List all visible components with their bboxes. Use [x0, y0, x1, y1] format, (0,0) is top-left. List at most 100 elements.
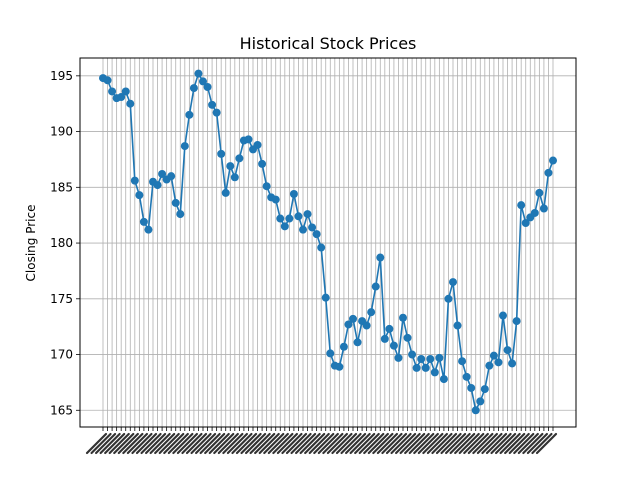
data-point: [262, 182, 271, 191]
x-tick-label: [226, 432, 249, 455]
data-point: [353, 338, 362, 347]
x-tick-label: [272, 432, 294, 455]
x-tick-label: [467, 432, 489, 455]
x-tick-label: [249, 432, 271, 455]
plot-frame: [79, 57, 577, 428]
data-point: [194, 69, 203, 78]
data-point: [276, 214, 285, 223]
data-point: [135, 191, 144, 200]
x-tick-label: [104, 432, 126, 455]
data-point: [499, 311, 507, 320]
x-tick-label: [485, 432, 508, 455]
x-tick-label: [526, 432, 549, 455]
data-point: [335, 362, 344, 371]
data-point: [253, 140, 262, 149]
data-point: [303, 210, 312, 219]
chart-title: Historical Stock Prices: [240, 34, 417, 53]
x-tick-label: [217, 432, 239, 455]
x-tick-label: [254, 432, 276, 455]
x-tick-label: [367, 432, 389, 455]
y-tick-label: 175: [50, 292, 73, 306]
data-point: [480, 385, 489, 394]
x-tick-label: [208, 432, 230, 455]
x-tick-label: [463, 432, 485, 455]
data-point: [539, 204, 548, 213]
x-tick-label: [322, 432, 344, 455]
x-tick-label: [313, 432, 335, 455]
x-tick-label: [108, 432, 130, 455]
data-point: [285, 214, 294, 223]
data-point: [244, 135, 253, 144]
x-tick-label: [222, 432, 244, 455]
x-tick-label: [472, 432, 494, 455]
data-point: [158, 169, 167, 178]
data-point: [258, 159, 267, 168]
x-tick-label: [131, 432, 153, 455]
x-tick-label: [231, 432, 253, 455]
x-tick-label: [90, 432, 112, 455]
x-tick-label: [449, 432, 471, 455]
x-tick-label: [422, 432, 444, 455]
x-tick-label: [244, 432, 267, 455]
x-tick-label: [522, 432, 544, 455]
x-tick-label: [349, 432, 371, 455]
x-tick-label: [185, 432, 208, 455]
data-point: [417, 354, 426, 363]
data-point: [476, 397, 485, 406]
price-line: [102, 72, 554, 412]
x-tick-label: [172, 432, 194, 455]
y-tick-label: 190: [50, 125, 73, 139]
data-point: [489, 351, 498, 360]
x-tick-label: [517, 432, 539, 455]
data-point: [530, 208, 539, 217]
data-point: [389, 341, 398, 350]
x-tick-label: [331, 432, 353, 455]
x-tick-label: [408, 432, 430, 455]
x-tick-label: [454, 432, 476, 455]
x-tick-label: [258, 432, 280, 455]
x-tick-label: [390, 432, 412, 455]
data-point: [189, 84, 198, 93]
data-point: [235, 154, 244, 163]
data-point: [521, 218, 530, 227]
x-tick-label: [140, 432, 162, 455]
x-tick-label: [204, 432, 226, 455]
x-tick-label: [304, 432, 326, 455]
x-axis-ticks: [85, 427, 558, 455]
y-tick-label: 165: [50, 403, 73, 417]
data-point: [203, 82, 212, 91]
x-tick-label: [85, 432, 108, 455]
x-tick-label: [394, 432, 417, 455]
data-point: [485, 361, 494, 370]
data-point: [226, 162, 235, 171]
data-point: [144, 225, 153, 234]
data-point: [271, 195, 280, 204]
data-point: [408, 350, 417, 359]
x-tick-label: [317, 432, 339, 455]
x-tick-label: [181, 432, 203, 455]
x-tick-label: [531, 432, 553, 455]
data-point: [453, 321, 462, 330]
data-point: [326, 349, 335, 358]
data-point: [221, 188, 230, 197]
x-tick-label: [294, 432, 317, 455]
data-point: [380, 334, 389, 343]
data-point: [176, 210, 185, 219]
x-tick-label: [426, 432, 449, 455]
data-point: [217, 149, 226, 158]
x-tick-label: [358, 432, 380, 455]
grid-lines: [80, 58, 576, 427]
data-point: [444, 294, 453, 303]
data-point: [430, 368, 439, 377]
data-point: [317, 243, 326, 252]
x-tick-label: [308, 432, 330, 455]
x-tick-label: [94, 432, 117, 455]
x-tick-label: [267, 432, 289, 455]
x-tick-label: [299, 432, 321, 455]
x-tick-label: [481, 432, 503, 455]
data-point: [321, 293, 330, 302]
x-tick-label: [163, 432, 185, 455]
data-point: [289, 190, 298, 199]
data-point: [294, 212, 303, 221]
